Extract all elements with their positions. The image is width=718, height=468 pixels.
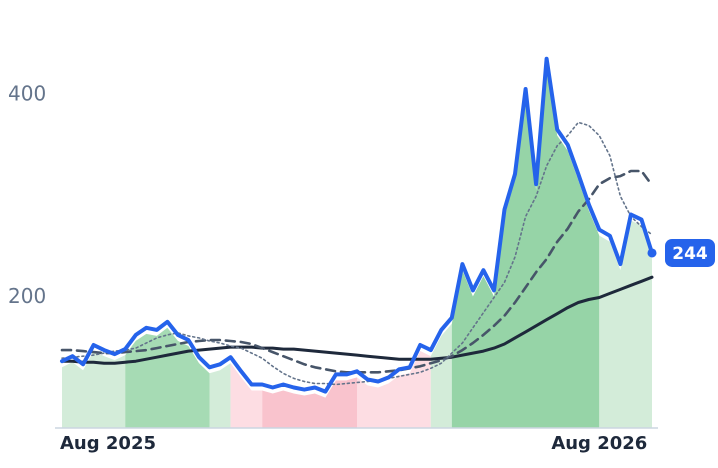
region-band <box>599 64 652 428</box>
series-line <box>60 56 654 394</box>
shading <box>62 64 652 428</box>
region-band <box>125 64 210 428</box>
last-value-badge <box>665 238 715 267</box>
region-band <box>262 64 357 428</box>
series-line <box>60 275 654 365</box>
region-band <box>357 64 431 428</box>
y-tick-label: 400 <box>8 82 46 106</box>
last-value-label: 244 <box>672 244 708 264</box>
series-line <box>61 121 653 386</box>
y-tick-label: 200 <box>8 284 46 308</box>
last-point <box>647 248 657 258</box>
x-tick-label: Aug 2026 <box>551 433 647 454</box>
x-tick-label: Aug 2025 <box>60 433 156 454</box>
